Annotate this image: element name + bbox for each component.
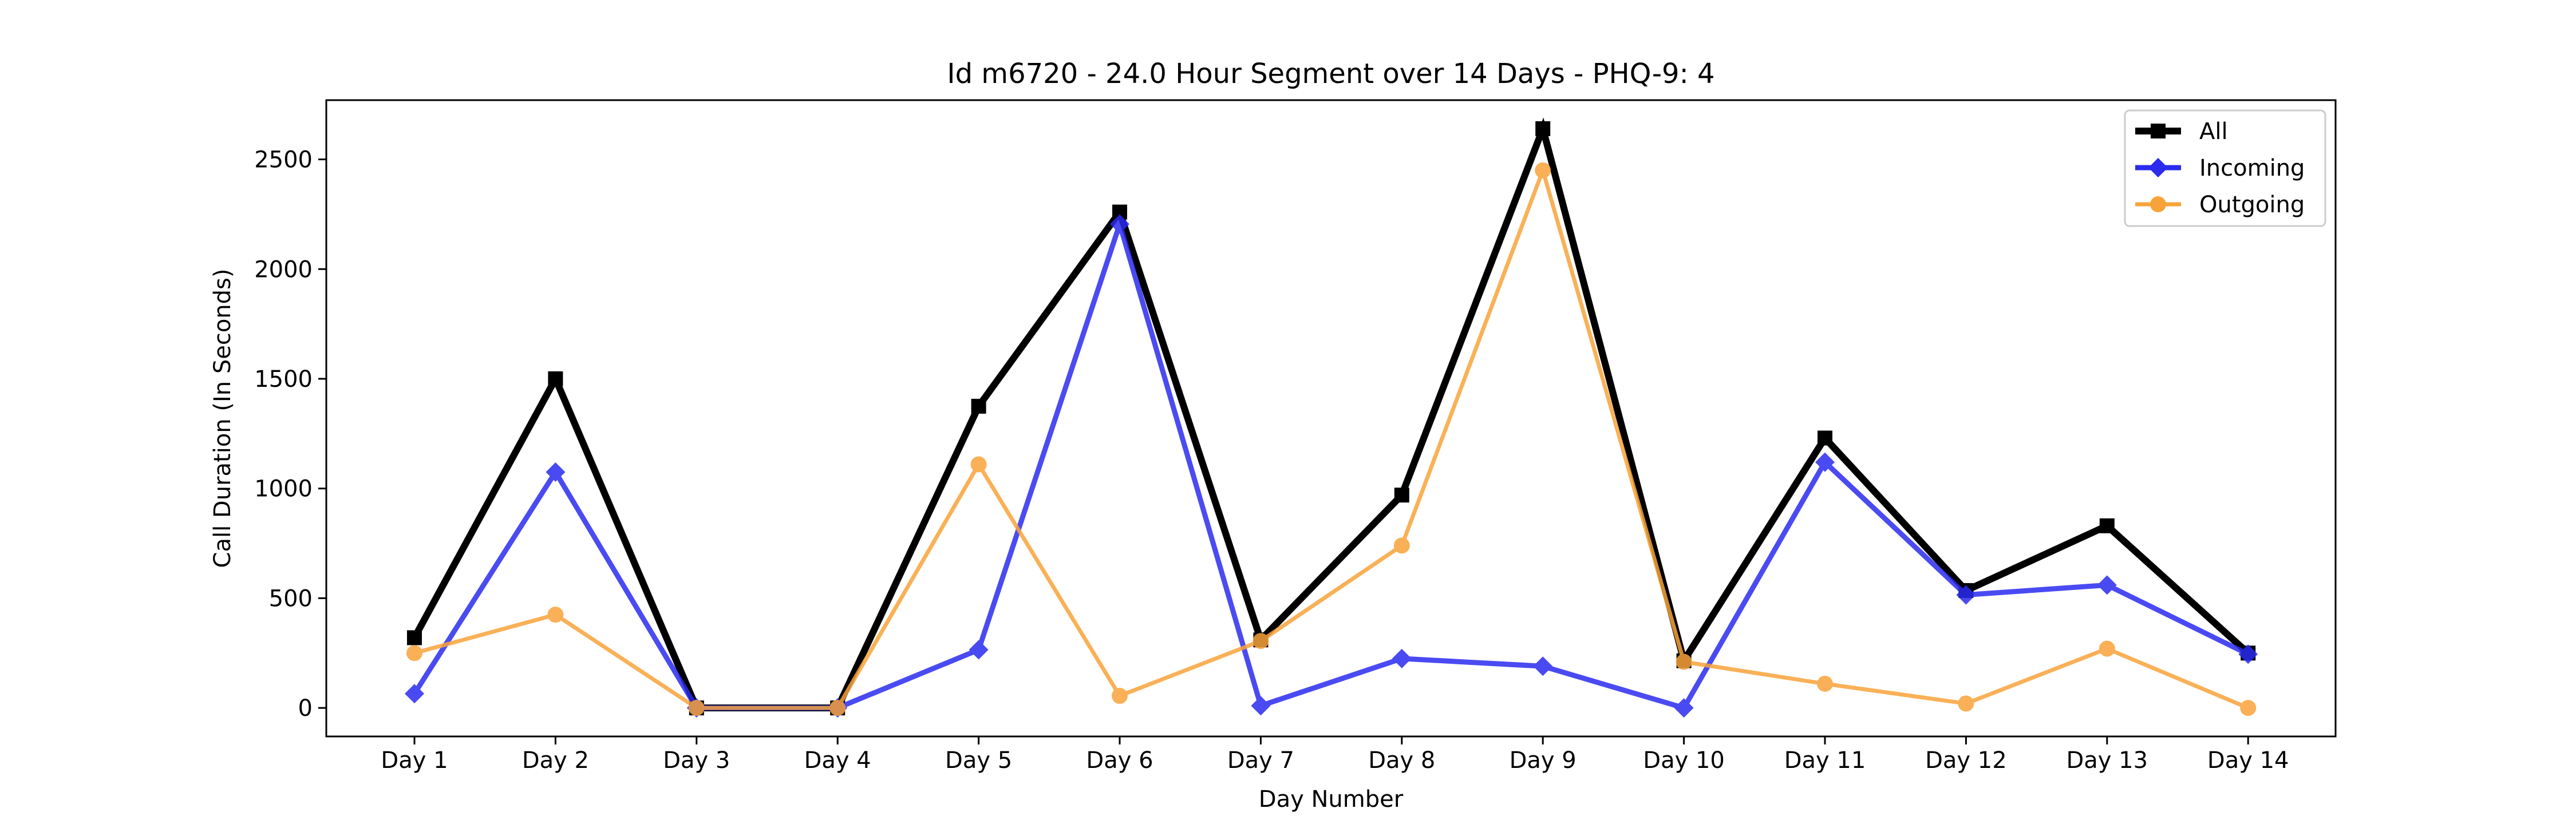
legend-marker-outgoing: [2150, 196, 2166, 212]
x-tick-label: Day 11: [1784, 747, 1866, 774]
legend-label-all: All: [2199, 118, 2228, 145]
data-point-outgoing: [1817, 675, 1833, 692]
x-tick-label: Day 5: [945, 747, 1012, 774]
y-axis-title: Call Duration (In Seconds): [210, 269, 236, 568]
x-tick-label: Day 14: [2207, 747, 2289, 774]
x-axis-title: Day Number: [1259, 786, 1404, 813]
data-point-outgoing: [1958, 695, 1974, 712]
series-all: [407, 117, 2256, 716]
y-tick-label: 2000: [254, 256, 313, 283]
data-point-all: [1394, 488, 1409, 503]
data-point-incoming: [1674, 698, 1694, 718]
legend: All Incoming Outgoing: [2124, 109, 2326, 227]
legend-label-outgoing: Outgoing: [2199, 192, 2305, 218]
data-point-outgoing: [970, 456, 987, 473]
x-tick-label: Day 7: [1227, 747, 1294, 774]
x-tick-label: Day 13: [2066, 747, 2148, 774]
data-point-incoming: [1815, 452, 1835, 472]
data-point-outgoing: [406, 645, 422, 661]
series-incoming: [405, 214, 2258, 718]
data-point-outgoing: [1393, 537, 1410, 554]
data-point-all: [548, 371, 563, 386]
series-line-outgoing: [414, 164, 2249, 710]
y-tick-label: 500: [269, 585, 313, 612]
plot-frame: [325, 99, 2337, 738]
data-point-incoming: [2238, 644, 2258, 664]
data-point-all: [1535, 121, 1551, 136]
data-point-incoming: [405, 684, 424, 704]
y-tick-label: 2500: [254, 147, 313, 173]
series-line-incoming: [412, 215, 2250, 711]
x-tick-label: Day 6: [1086, 747, 1153, 774]
data-point-all: [971, 398, 986, 414]
data-point-incoming: [969, 640, 989, 660]
y-axis: 0 500 1000 1500 2000 2500: [254, 147, 326, 722]
data-point-incoming: [1392, 648, 1412, 668]
data-point-all: [407, 630, 422, 645]
legend-marker-all: [2151, 124, 2166, 138]
x-tick-label: Day 8: [1368, 747, 1435, 774]
y-tick-label: 1000: [254, 476, 313, 502]
chart-title: Id m6720 - 24.0 Hour Segment over 14 Day…: [947, 58, 1714, 90]
data-point-outgoing: [1676, 653, 1692, 670]
series-layer: [405, 117, 2258, 718]
data-point-incoming: [1956, 585, 1976, 605]
data-point-outgoing: [1535, 162, 1551, 179]
x-tick-label: Day 12: [1925, 747, 2007, 774]
legend-label-incoming: Incoming: [2199, 155, 2305, 181]
x-tick-label: Day 9: [1510, 747, 1577, 774]
y-tick-label: 1500: [254, 366, 313, 393]
data-point-incoming: [1251, 696, 1271, 716]
plot-area: [325, 99, 2337, 738]
data-point-incoming: [2097, 575, 2117, 595]
x-tick-label: Day 1: [381, 747, 448, 774]
legend-marker-incoming: [2148, 158, 2168, 177]
data-point-outgoing: [1112, 688, 1128, 704]
legend-frame: [2124, 109, 2326, 227]
x-tick-label: Day 10: [1643, 747, 1725, 774]
x-axis: Day 1 Day 2 Day 3 Day 4 Day 5 Day 6 Day 7 Day 8…: [381, 736, 2289, 774]
data-point-incoming: [546, 462, 566, 482]
data-point-outgoing: [829, 700, 846, 716]
series-line-all: [411, 117, 2251, 712]
data-point-all: [2099, 518, 2115, 533]
data-point-outgoing: [1253, 633, 1269, 649]
data-point-outgoing: [547, 607, 564, 623]
data-point-incoming: [1533, 656, 1553, 676]
data-point-outgoing: [2099, 640, 2115, 657]
data-point-all: [1818, 430, 1832, 446]
x-tick-label: Day 2: [522, 747, 589, 774]
data-point-outgoing: [2240, 700, 2257, 716]
series-outgoing: [406, 162, 2257, 716]
x-tick-label: Day 4: [804, 747, 871, 774]
data-point-incoming: [1110, 214, 1129, 234]
y-tick-label: 0: [298, 695, 313, 722]
x-tick-label: Day 3: [663, 747, 730, 774]
data-point-outgoing: [688, 700, 705, 716]
